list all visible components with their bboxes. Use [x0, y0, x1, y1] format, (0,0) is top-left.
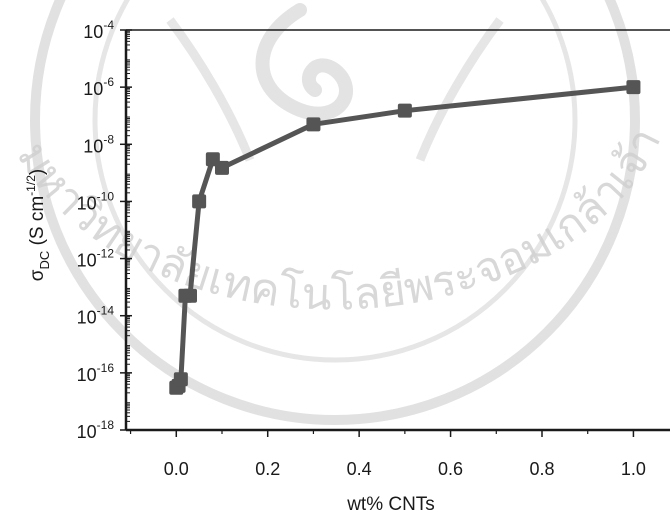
y-axis-label: σDC (S cm-1/2) [24, 169, 52, 281]
x-tick-label: 0.0 [164, 459, 189, 479]
data-point [183, 288, 197, 303]
y-tick-label: 10-6 [83, 75, 114, 99]
data-series [169, 80, 641, 395]
watermark-seal: มหาวิทยาลัยเทคโนโลยีพระจอมเกล้าเจ้าคุณทห… [0, 0, 670, 425]
x-tick-label: 0.6 [438, 459, 463, 479]
seal-ring-inner [92, 0, 578, 363]
x-axis-label: wt% CNTs [346, 494, 435, 515]
x-tick-label: 1.0 [621, 459, 646, 479]
data-point [173, 372, 188, 387]
ticks: 0.0 0.2 0.4 0.6 0.8 1.010-1810-1610-1410-1210… [77, 18, 646, 479]
data-point [215, 160, 229, 175]
seal-ring-outer [30, 0, 640, 425]
data-point [192, 194, 207, 209]
y-tick-label: 10-18 [77, 418, 115, 442]
data-point [626, 80, 641, 95]
x-tick-label: 0.2 [255, 459, 280, 479]
axes [124, 29, 670, 432]
y-tick-label: 10-8 [83, 132, 114, 156]
seal-emblem [255, 3, 353, 121]
y-tick-label: 10-12 [77, 247, 115, 271]
data-point [397, 103, 412, 118]
y-tick-label: 10-16 [77, 361, 115, 385]
seal-ornament [166, 17, 504, 162]
data-point [306, 117, 321, 132]
x-tick-label: 0.8 [529, 459, 554, 479]
x-tick-label: 0.4 [347, 459, 372, 479]
